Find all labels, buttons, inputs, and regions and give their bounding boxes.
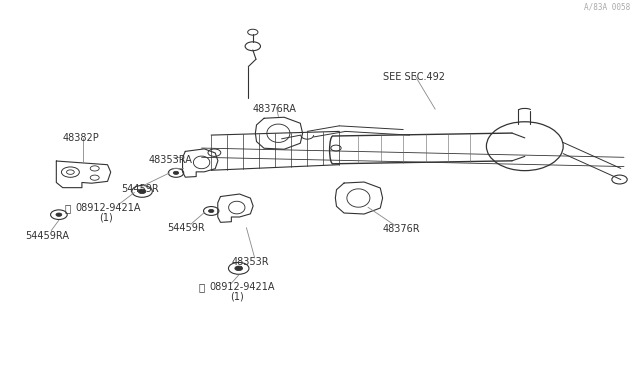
Text: 08912-9421A: 08912-9421A bbox=[209, 282, 275, 292]
Circle shape bbox=[209, 209, 214, 212]
Text: Ⓝ: Ⓝ bbox=[198, 282, 205, 292]
Text: SEE SEC.492: SEE SEC.492 bbox=[383, 72, 445, 82]
Text: 54459RA: 54459RA bbox=[26, 231, 70, 241]
Text: N: N bbox=[236, 266, 241, 271]
Circle shape bbox=[235, 266, 243, 270]
Circle shape bbox=[56, 213, 62, 217]
Text: Ⓝ: Ⓝ bbox=[65, 203, 71, 213]
Text: 48353RA: 48353RA bbox=[148, 155, 193, 165]
Text: (1): (1) bbox=[99, 212, 113, 222]
Text: 08912-9421A: 08912-9421A bbox=[76, 203, 141, 213]
Text: 48376RA: 48376RA bbox=[253, 104, 297, 113]
Text: 48382P: 48382P bbox=[63, 133, 99, 143]
Text: N: N bbox=[140, 189, 145, 194]
Circle shape bbox=[173, 171, 179, 174]
Text: 54459R: 54459R bbox=[122, 185, 159, 194]
Text: (1): (1) bbox=[230, 292, 244, 302]
Text: A/83A 0058: A/83A 0058 bbox=[584, 2, 630, 11]
Circle shape bbox=[138, 189, 146, 193]
Text: 48376R: 48376R bbox=[383, 224, 420, 234]
Text: 48353R: 48353R bbox=[232, 257, 269, 266]
Text: 54459R: 54459R bbox=[168, 223, 205, 233]
